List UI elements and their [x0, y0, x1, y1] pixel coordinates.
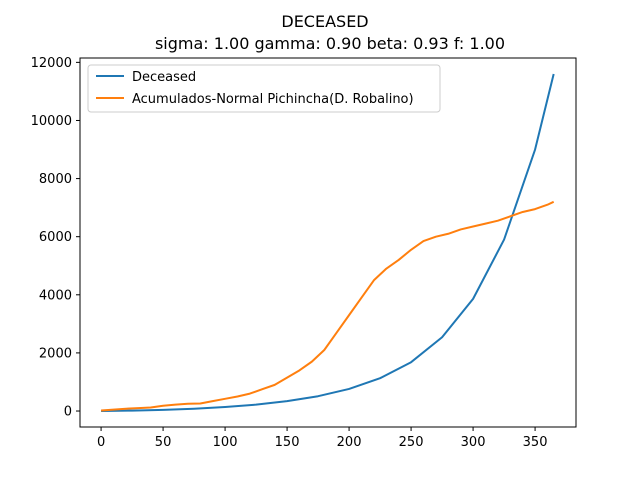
x-tick-label: 350: [523, 435, 548, 450]
x-tick-label: 50: [155, 435, 172, 450]
y-tick-label: 8000: [39, 172, 72, 187]
x-axis: 0 50 100 150 200 250 300 350: [97, 427, 548, 450]
y-axis: 0 2000 4000 6000 8000 10000 12000: [31, 56, 80, 420]
x-tick-label: 200: [337, 435, 362, 450]
legend-label-acumulados: Acumulados-Normal Pichincha(D. Robalino): [132, 92, 414, 107]
x-tick-label: 100: [213, 435, 238, 450]
y-tick-label: 12000: [31, 56, 72, 71]
chart-title: DECEASED: [281, 12, 368, 31]
series-line-1: [101, 200, 555, 412]
y-tick-label: 6000: [39, 230, 72, 245]
legend-label-deceased: Deceased: [132, 70, 196, 85]
chart-subtitle: sigma: 1.00 gamma: 0.90 beta: 0.93 f: 1.…: [155, 34, 505, 53]
x-tick-label: 0: [97, 435, 105, 450]
y-tick-label: 2000: [39, 346, 72, 361]
plot-frame: [79, 57, 577, 428]
y-tick-label: 4000: [39, 288, 72, 303]
series-layer: [101, 73, 555, 413]
series-line-0: [101, 73, 555, 413]
x-tick-label: 300: [461, 435, 486, 450]
y-tick-label: 10000: [31, 114, 72, 129]
y-tick-label: 0: [64, 405, 72, 420]
legend-box: [87, 64, 441, 113]
legend: Deceased Acumulados-Normal Pichincha(D. …: [87, 64, 441, 113]
x-tick-label: 250: [399, 435, 424, 450]
x-tick-label: 150: [275, 435, 300, 450]
